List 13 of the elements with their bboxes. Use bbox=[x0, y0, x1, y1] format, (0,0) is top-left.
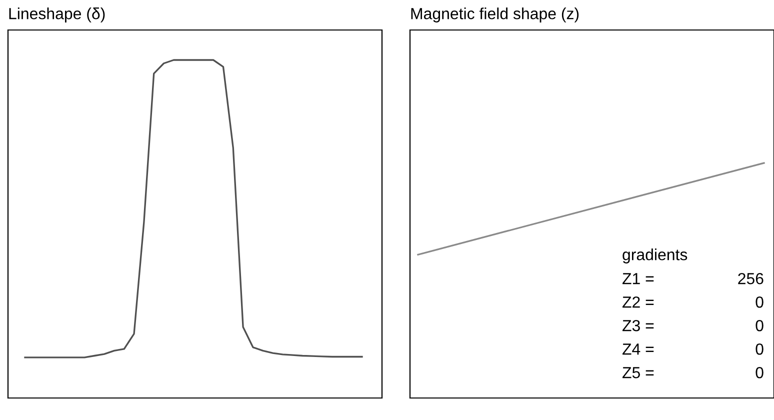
annotation: Z5 = bbox=[622, 367, 654, 378]
annotation: Z2 = bbox=[622, 296, 654, 308]
annotation: 0 bbox=[756, 343, 764, 355]
annotation: gradients bbox=[622, 248, 688, 264]
annotation: Z1 = bbox=[622, 273, 654, 284]
annotation: 256 bbox=[738, 272, 764, 284]
annotation: 0 bbox=[756, 320, 764, 332]
annotation: Z4 = bbox=[622, 344, 654, 355]
chart-title: Lineshape (δ) bbox=[9, 8, 105, 22]
annotation: Z3 = bbox=[622, 320, 654, 332]
chart-title: Magnetic field shape (z) bbox=[411, 8, 579, 22]
annotation: 0 bbox=[756, 296, 764, 308]
annotation: 0 bbox=[756, 366, 764, 378]
